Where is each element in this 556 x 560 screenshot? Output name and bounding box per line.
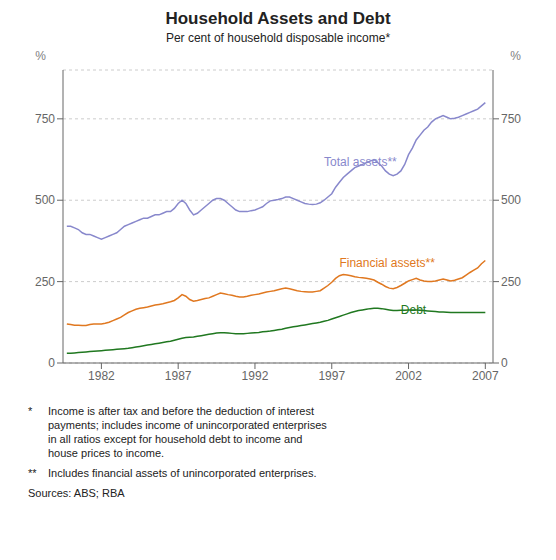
- html-text:Includes financial assets of u: Includes financial assets of unincorpora…: [48, 467, 317, 479]
- svg-text:2007: 2007: [472, 369, 499, 383]
- svg-text:500: 500: [501, 193, 521, 207]
- svg-text:0: 0: [48, 356, 55, 370]
- svg-text:250: 250: [501, 275, 521, 289]
- svg-text:1987: 1987: [165, 369, 192, 383]
- html-text:Household Assets and Debt: Household Assets and Debt: [165, 9, 391, 28]
- svg-text:Financial assets**: Financial assets**: [339, 256, 435, 270]
- svg-text:Debt: Debt: [401, 303, 427, 317]
- html-text:Income is after tax and before: Income is after tax and before the deduc…: [48, 405, 327, 459]
- svg-text:%: %: [510, 49, 521, 63]
- svg-text:750: 750: [35, 112, 55, 126]
- svg-text:0: 0: [501, 356, 508, 370]
- html-text:Sources: ABS; RBA: Sources: ABS; RBA: [28, 487, 125, 499]
- svg-text:500: 500: [35, 193, 55, 207]
- svg-text:1982: 1982: [88, 369, 115, 383]
- svg-text:%: %: [35, 49, 46, 63]
- svg-text:1992: 1992: [242, 369, 269, 383]
- svg-text:Total assets**: Total assets**: [324, 155, 397, 169]
- html-text:Per cent of household disposab: Per cent of household disposable income*: [165, 31, 391, 45]
- svg-text:1997: 1997: [318, 369, 345, 383]
- svg-text:250: 250: [35, 275, 55, 289]
- svg-text:2002: 2002: [395, 369, 422, 383]
- svg-text:750: 750: [501, 112, 521, 126]
